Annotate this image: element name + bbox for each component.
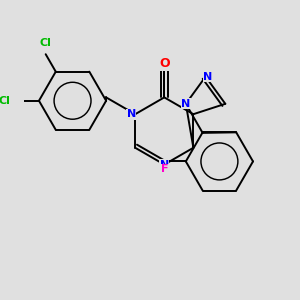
Text: N: N (160, 160, 169, 170)
Text: Cl: Cl (40, 38, 52, 48)
Text: O: O (159, 57, 169, 70)
Text: N: N (181, 99, 190, 109)
Text: Cl: Cl (0, 96, 10, 106)
Text: N: N (127, 109, 136, 119)
Text: N: N (203, 72, 212, 82)
Text: F: F (161, 164, 168, 174)
